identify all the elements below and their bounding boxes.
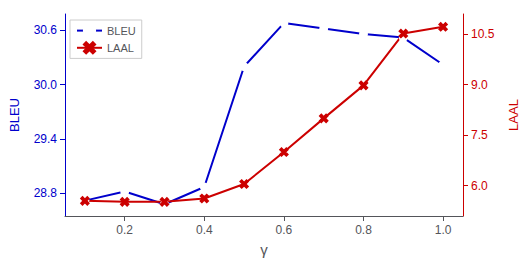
svg-text:10.5: 10.5 <box>471 27 495 41</box>
svg-text:BLEU: BLEU <box>7 98 22 132</box>
svg-text:6.0: 6.0 <box>471 179 488 193</box>
svg-text:0.2: 0.2 <box>116 223 133 237</box>
svg-text:9.0: 9.0 <box>471 78 488 92</box>
svg-text:LAAL: LAAL <box>107 42 134 54</box>
svg-text:30.6: 30.6 <box>34 23 58 37</box>
svg-text:30.0: 30.0 <box>34 78 58 92</box>
svg-text:0.6: 0.6 <box>276 223 293 237</box>
svg-text:28.8: 28.8 <box>34 186 58 200</box>
svg-text:29.4: 29.4 <box>34 132 58 146</box>
svg-text:7.5: 7.5 <box>471 128 488 142</box>
svg-text:0.8: 0.8 <box>355 223 372 237</box>
svg-text:LAAL: LAAL <box>506 99 521 131</box>
svg-text:0.4: 0.4 <box>196 223 213 237</box>
svg-text:BLEU: BLEU <box>107 25 136 37</box>
svg-text:γ: γ <box>260 241 268 258</box>
svg-text:1.0: 1.0 <box>435 223 452 237</box>
